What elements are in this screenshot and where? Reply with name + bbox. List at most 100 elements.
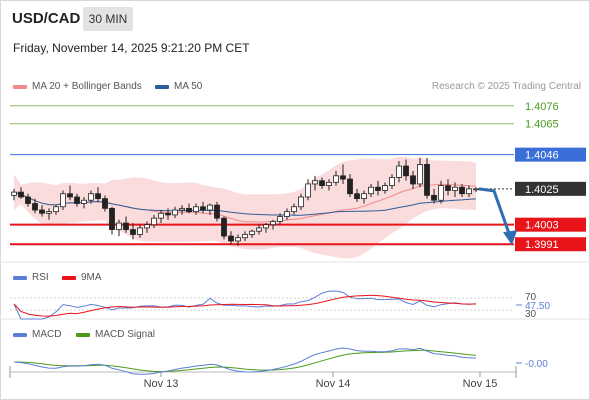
candle	[32, 198, 38, 214]
candle	[53, 205, 59, 215]
current-price-label: 1.4025	[525, 184, 559, 196]
candle	[410, 170, 416, 189]
rsi-level-label-70: 70	[525, 292, 537, 303]
candle	[305, 179, 311, 201]
candle	[340, 164, 346, 184]
candle	[375, 180, 381, 196]
level-label-1.4065: 1.4065	[525, 119, 559, 131]
candle	[361, 190, 367, 204]
level-tag-1.3991	[515, 237, 586, 252]
rsi-swatch	[13, 275, 27, 280]
forecast-arrow-head	[503, 230, 517, 246]
macd-panel-plot: -0.00	[13, 347, 548, 375]
legend-ma50: MA 50	[155, 81, 202, 92]
legend-ma50-label: MA 50	[174, 81, 203, 92]
candle	[235, 234, 241, 246]
macd-swatch	[13, 332, 27, 337]
candle	[123, 216, 129, 233]
candle	[144, 221, 150, 233]
timeframe-badge[interactable]: 30 MIN	[83, 7, 133, 31]
macd-signal-line	[13, 349, 477, 373]
ma9-swatch	[62, 275, 76, 280]
datetime-label: Friday, November 14, 2025 9:21:20 PM CET	[13, 41, 250, 55]
candle	[81, 196, 87, 209]
candle	[396, 161, 402, 183]
x-tick-label: Nov 14	[316, 378, 351, 390]
candle	[193, 203, 199, 215]
candle	[326, 179, 332, 191]
candle	[39, 205, 45, 217]
candle	[256, 224, 262, 235]
level-tag-1.4003	[515, 217, 586, 232]
candle	[207, 203, 213, 215]
candle	[466, 185, 472, 197]
symbol-title: USD/CAD	[12, 10, 81, 27]
candle	[312, 175, 318, 191]
candle	[382, 182, 388, 194]
ma50-swatch	[155, 84, 169, 89]
price-levels: 1.4076 1.4065 1.4046 1.4025 1.4003 1.3991	[10, 101, 586, 252]
candle	[179, 205, 185, 215]
candle	[277, 213, 283, 225]
rsi-9ma-line	[13, 294, 477, 317]
candle	[102, 195, 108, 212]
candle	[151, 214, 157, 228]
candle	[291, 203, 297, 215]
candle	[95, 187, 101, 202]
candle	[200, 201, 206, 214]
candle	[109, 206, 115, 235]
candle	[221, 216, 227, 240]
candle	[60, 190, 66, 211]
rsi-line	[13, 290, 477, 320]
candle	[165, 208, 171, 220]
candle	[137, 224, 143, 238]
legend-9ma: 9MA	[62, 272, 102, 283]
legend-macd-signal-label: MACD Signal	[95, 329, 156, 340]
candle	[445, 179, 451, 196]
candle	[130, 223, 136, 240]
candle	[347, 174, 353, 197]
candle	[158, 210, 164, 224]
candle	[242, 231, 248, 241]
candle	[368, 183, 374, 197]
level-label-1.4046: 1.4046	[525, 150, 559, 162]
level-label-1.4076: 1.4076	[525, 101, 559, 113]
legend-ma20: MA 20 + Bollinger Bands	[13, 81, 142, 92]
candle	[452, 182, 458, 197]
macd-current-label: -0.00	[525, 359, 548, 370]
forecast-arrow-path	[478, 187, 512, 237]
candle	[438, 180, 444, 204]
candle	[172, 206, 178, 219]
candlesticks	[11, 157, 479, 246]
candle	[319, 177, 325, 189]
candle	[263, 223, 269, 233]
x-tick-label: Nov 15	[463, 378, 498, 390]
legend-ma20-label: MA 20 + Bollinger Bands	[32, 81, 142, 92]
candle	[25, 193, 31, 207]
rsi-level-label-47.50: 47.50	[525, 301, 550, 312]
legend-rsi-label: RSI	[32, 272, 49, 283]
candle	[459, 183, 465, 197]
macd-signal-swatch	[76, 332, 90, 337]
ma20-swatch	[13, 84, 27, 89]
candle	[228, 231, 234, 245]
bollinger-band-area	[14, 156, 476, 259]
candle	[424, 157, 430, 199]
legend-macd-label: MACD	[32, 329, 62, 340]
candle	[11, 188, 17, 201]
x-tick-label: Nov 13	[144, 378, 179, 390]
forecast-arrow	[478, 187, 517, 246]
level-tag-1.4046	[515, 147, 586, 162]
candle	[46, 208, 52, 220]
candle	[284, 208, 290, 220]
candle	[270, 219, 276, 230]
candle	[354, 188, 360, 202]
x-axis-ticks: Nov 13 Nov 14 Nov 15	[9, 366, 517, 390]
level-label-1.4003: 1.4003	[525, 220, 559, 232]
legend-macd: MACD	[13, 329, 61, 340]
candle	[67, 185, 73, 201]
current-price-tag	[515, 181, 586, 196]
macd-line	[13, 347, 477, 375]
